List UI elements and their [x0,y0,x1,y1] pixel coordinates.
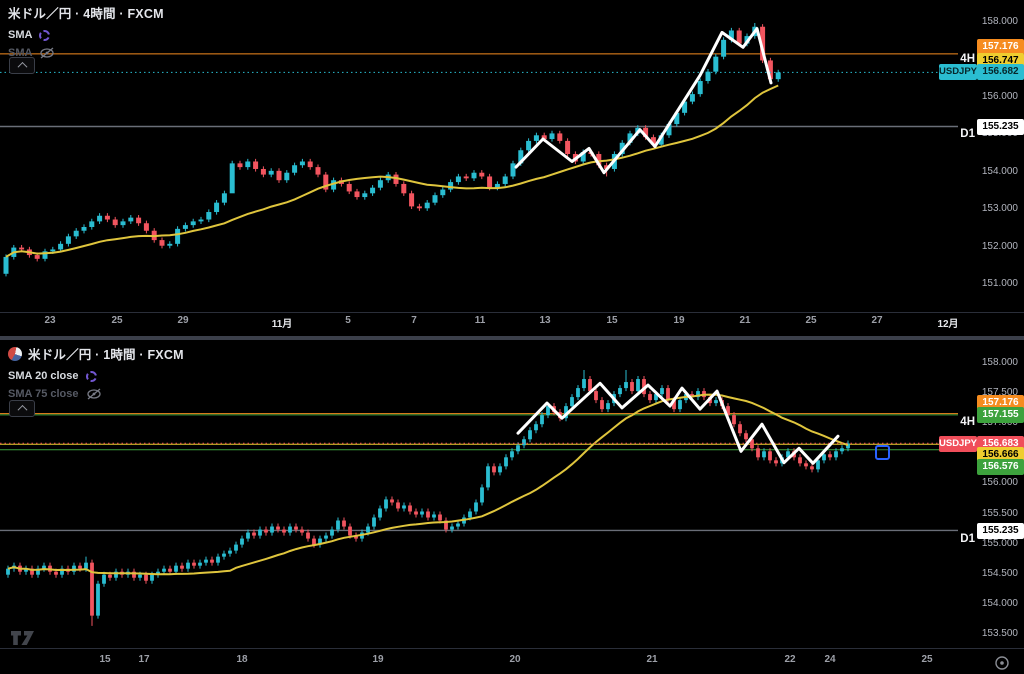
indicator-sma20-label: SMA 20 close [8,370,79,382]
loading-spinner-icon[interactable] [85,370,97,382]
eye-off-icon[interactable] [86,388,102,400]
tradingview-logo-icon [11,631,34,645]
loading-spinner-icon[interactable] [39,29,51,41]
indicator-sma-hidden-label: SMA [8,47,33,59]
indicator-sma-label: SMA [8,29,33,41]
axis-settings-gear-icon[interactable] [993,654,1011,672]
panel-top-header: 米ドル／円 · 4時間 · FXCM SMA SMA [8,3,164,60]
time-axis-border-bottom [0,648,1024,649]
panel-bottom-title: 米ドル／円 · 1時間 · FXCM [28,348,184,362]
indicator-sma75-hidden-label: SMA 75 close [8,388,79,400]
symbol-flag-icon [8,346,22,361]
panel-top-title: 米ドル／円 · 4時間 · FXCM [8,7,164,21]
collapse-pane-bottom-button[interactable] [9,400,35,417]
drawing-anchor-handle[interactable] [875,445,890,460]
time-axis-border-top [0,312,1024,313]
eye-off-icon[interactable] [39,47,55,59]
chevron-up-icon [17,61,27,72]
chevron-up-icon [17,404,27,415]
collapse-pane-top-button[interactable] [9,57,35,74]
panel-divider[interactable] [0,336,1024,340]
panel-bottom-header: 米ドル／円 · 1時間 · FXCM SMA 20 close SMA 75 c… [8,344,184,401]
